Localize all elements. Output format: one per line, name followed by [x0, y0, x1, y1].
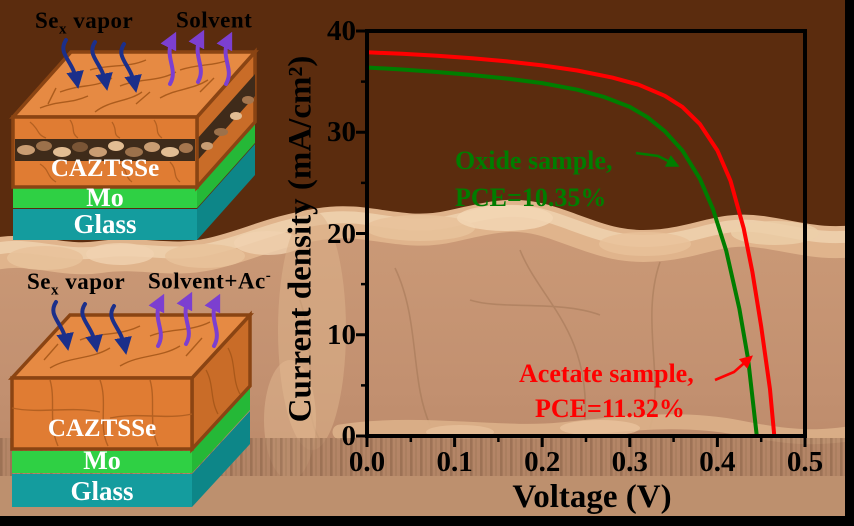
- glass-front: [13, 209, 197, 240]
- schematic-oxide-stack: [9, 29, 259, 240]
- oxide-vapor-label: Sex vapor: [35, 8, 133, 39]
- mo-front: [12, 451, 192, 473]
- solvent-label-text: Solvent: [176, 7, 253, 33]
- vapor-label-se: Se: [27, 269, 51, 294]
- void-band-side: [197, 74, 255, 161]
- photo-edge-bottom: [0, 516, 854, 526]
- mo-front: [13, 188, 197, 208]
- oxide-annotation-line2: PCE=10.35%: [455, 183, 607, 212]
- mo-side: [197, 123, 255, 208]
- y-tick-label: 20: [327, 217, 356, 250]
- solvent-label-sup: -: [265, 268, 272, 284]
- oxide-absorber-label: CAZTSSe: [50, 155, 160, 182]
- acetate-annotation-line1: Acetate sample,: [519, 359, 694, 388]
- x-axis-title: Voltage (V): [512, 479, 672, 515]
- jv-curves: [365, 50, 777, 438]
- mo-side: [192, 388, 250, 473]
- sex-vapor-arrows-icon: [51, 300, 132, 355]
- solvent-label-text: Solvent+Ac: [148, 268, 266, 294]
- sem-ridge-bumps: [7, 205, 819, 270]
- acetate-annotation-line2: PCE=11.32%: [535, 394, 685, 423]
- jv-curve-oxide-sample: [365, 65, 759, 438]
- solvent-arrows-icon: [160, 29, 233, 86]
- sem-big-grain-left: [278, 210, 346, 450]
- acetate-glass-label: Glass: [70, 476, 134, 506]
- y-tick-label: 10: [327, 318, 356, 351]
- acetate-annotation-arrow-icon: [714, 355, 753, 382]
- y-tick-label: 40: [327, 15, 356, 47]
- void-rocks-front: [17, 141, 193, 157]
- vapor-label-sub-x: x: [51, 282, 59, 299]
- oxide-annotation-line1: Oxide sample,: [455, 146, 613, 175]
- glass-front: [12, 474, 192, 507]
- x-tick-label: 0.4: [699, 446, 736, 478]
- acetate-absorber-label: CAZTSSe: [47, 415, 157, 442]
- axis-ticks: [356, 29, 807, 447]
- x-tick-label: 0.3: [611, 446, 648, 478]
- acetate-mo-label: Mo: [83, 446, 121, 475]
- vapor-label-se: Se: [35, 8, 59, 33]
- photo-edge-right: [845, 0, 854, 526]
- front-face-cracks: [29, 119, 181, 183]
- side-cracks: [205, 347, 241, 415]
- sem-bright-grain: [560, 420, 640, 436]
- glass-side: [192, 411, 250, 507]
- oxide-solvent-label: Solvent: [176, 7, 252, 34]
- glass-side: [197, 144, 255, 240]
- y-tick-label: 0: [341, 420, 357, 452]
- front-face-cracks: [11, 379, 193, 447]
- schematic-acetate-stack: [8, 291, 254, 507]
- sex-vapor-arrows-icon: [61, 38, 142, 93]
- vapor-label-sub-x: x: [59, 21, 67, 38]
- x-tick-label: 0.0: [348, 446, 386, 478]
- x-tick-label: 0.2: [524, 446, 561, 478]
- solvent-ac-arrows-icon: [148, 291, 221, 348]
- acetate-vapor-label: Sex vapor: [27, 269, 125, 300]
- oxide-annotation-arrow-icon: [635, 151, 680, 167]
- acetate-solvent-label: Solvent+Ac-: [148, 268, 271, 295]
- vapor-label-suffix: vapor: [59, 269, 126, 294]
- y-tick-label: 30: [327, 116, 356, 149]
- chart-axes: [356, 29, 807, 447]
- oxide-glass-label: Glass: [73, 209, 137, 239]
- void-rocks-side: [201, 96, 254, 150]
- x-tick-label: 0.1: [436, 446, 473, 478]
- jv-curve-acetate-sample: [365, 50, 777, 438]
- vapor-label-suffix: vapor: [67, 8, 134, 33]
- x-tick-label: 0.5: [786, 446, 824, 478]
- oxide-mo-label: Mo: [86, 183, 124, 212]
